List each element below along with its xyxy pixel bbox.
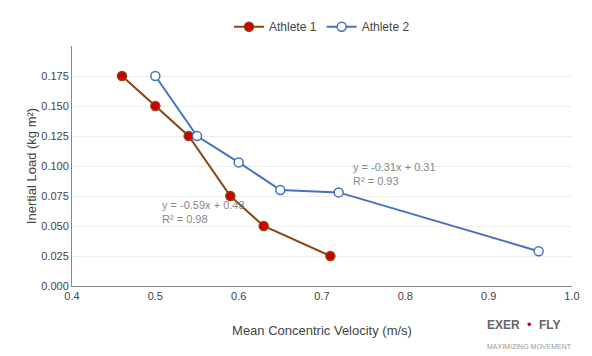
svg-text:Inertial Load (kg m²): Inertial Load (kg m²) (24, 108, 39, 224)
svg-text:y = -0.31x + 0.31R² = 0.93: y = -0.31x + 0.31R² = 0.93 (353, 161, 436, 187)
svg-text:0.9: 0.9 (481, 290, 496, 302)
svg-text:0.5: 0.5 (148, 290, 163, 302)
svg-text:EXER: EXER (487, 318, 520, 332)
svg-text:y = -0.59x + 0.43R² = 0.98: y = -0.59x + 0.43R² = 0.98 (162, 199, 245, 225)
svg-text:Athlete 1: Athlete 1 (269, 20, 317, 34)
svg-text:0.075: 0.075 (41, 190, 69, 202)
svg-text:0.150: 0.150 (41, 100, 69, 112)
svg-text:Mean Concentric Velocity (m/s): Mean Concentric Velocity (m/s) (232, 323, 412, 338)
svg-text:0.100: 0.100 (41, 160, 69, 172)
svg-text:0.6: 0.6 (231, 290, 246, 302)
svg-text:1.0: 1.0 (564, 290, 579, 302)
svg-text:0.025: 0.025 (41, 250, 69, 262)
svg-text:0.7: 0.7 (314, 290, 329, 302)
svg-text:0.050: 0.050 (41, 220, 69, 232)
svg-text:0.8: 0.8 (398, 290, 413, 302)
svg-text:•: • (527, 317, 532, 332)
svg-text:FLY: FLY (539, 318, 561, 332)
svg-text:Athlete 2: Athlete 2 (362, 20, 410, 34)
svg-text:MAXIMIZING MOVEMENT: MAXIMIZING MOVEMENT (487, 343, 572, 350)
svg-text:0.125: 0.125 (41, 130, 69, 142)
svg-text:0.175: 0.175 (41, 70, 69, 82)
svg-text:0.4: 0.4 (64, 290, 79, 302)
svg-text:0.000: 0.000 (41, 280, 69, 292)
